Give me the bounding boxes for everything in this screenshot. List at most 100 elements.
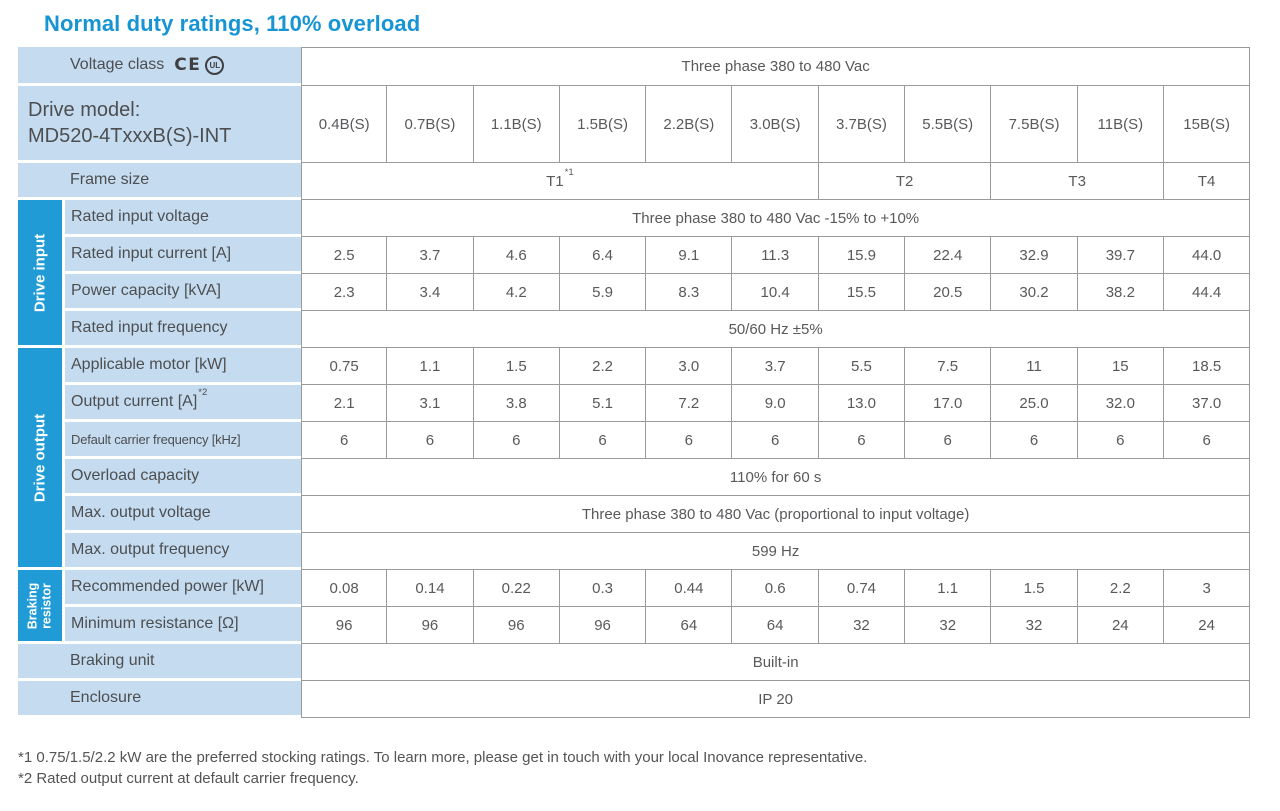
- section-label-braking-resistor: Braking resistor: [18, 570, 65, 644]
- data-cell: 96: [301, 607, 388, 644]
- data-cell: 2.1: [301, 385, 388, 422]
- data-cell: 2.3: [301, 274, 388, 311]
- data-cell: 6: [473, 422, 560, 459]
- data-cell: 32.0: [1077, 385, 1164, 422]
- data-cell: 44.0: [1163, 237, 1251, 274]
- data-cell: 0.4B(S): [301, 86, 388, 163]
- data-cell: 6: [559, 422, 647, 459]
- row-label-power-capacity-kva: Power capacity [kVA]: [65, 274, 301, 311]
- row-label-rated-input-frequency: Rated input frequency: [65, 311, 301, 348]
- data-cell: 6: [1163, 422, 1251, 459]
- data-cell: 1.5B(S): [559, 86, 647, 163]
- data-cell: 0.14: [387, 570, 474, 607]
- spec-table: Voltage class CE UL Three phase 380 to 480 …: [18, 47, 1280, 718]
- data-cell: 38.2: [1077, 274, 1164, 311]
- data-cell: 1.5: [991, 570, 1078, 607]
- row-label-max-output-voltage: Max. output voltage: [65, 496, 301, 533]
- data-cell: 6: [991, 422, 1078, 459]
- data-span-cell: 50/60 Hz ±5%: [301, 311, 1251, 348]
- data-cell: 13.0: [818, 385, 906, 422]
- data-cell: 4.2: [473, 274, 560, 311]
- ul-mark-icon: UL: [205, 55, 225, 75]
- data-cell: 0.75: [301, 348, 388, 385]
- data-cell: 3.0B(S): [732, 86, 819, 163]
- data-cell: 39.7: [1077, 237, 1164, 274]
- data-cell: 3.7B(S): [818, 86, 906, 163]
- frame-size-cell: T1*1: [301, 163, 819, 200]
- data-cell: 15.5: [818, 274, 906, 311]
- row-label-enclosure: Enclosure: [18, 681, 301, 718]
- row-label-minimum-resistance: Minimum resistance [Ω]: [65, 607, 301, 644]
- footnotes: *1 0.75/1.5/2.2 kW are the preferred sto…: [18, 747, 1280, 789]
- data-cell: 22.4: [905, 237, 992, 274]
- data-span-cell: 110% for 60 s: [301, 459, 1251, 496]
- row-label-applicable-motor-kw: Applicable motor [kW]: [65, 348, 301, 385]
- row-label-default-carrier-frequency-khz: Default carrier frequency [kHz]: [65, 422, 301, 459]
- data-cell: 1.1B(S): [473, 86, 560, 163]
- data-cell: 32.9: [991, 237, 1078, 274]
- data-cell: 3.7: [732, 348, 819, 385]
- data-cell: 96: [387, 607, 474, 644]
- data-cell: 32: [818, 607, 906, 644]
- data-cell: 3.7: [387, 237, 474, 274]
- data-cell: 6: [646, 422, 733, 459]
- ce-mark-icon: CE: [174, 55, 202, 75]
- data-span-cell: IP 20: [301, 681, 1251, 718]
- data-cell: 3.8: [473, 385, 560, 422]
- data-cell: 5.5: [818, 348, 906, 385]
- data-cell: 3.0: [646, 348, 733, 385]
- data-cell: 25.0: [991, 385, 1078, 422]
- data-cell: 96: [559, 607, 647, 644]
- data-cell: 32: [991, 607, 1078, 644]
- data-cell: 64: [732, 607, 819, 644]
- data-cell: 15.9: [818, 237, 906, 274]
- data-cell: 3.4: [387, 274, 474, 311]
- frame-size-cell: T2: [818, 163, 992, 200]
- data-cell: 17.0: [905, 385, 992, 422]
- row-label-overload-capacity: Overload capacity: [65, 459, 301, 496]
- data-cell: 11: [991, 348, 1078, 385]
- data-span-cell: Three phase 380 to 480 Vac: [301, 47, 1251, 86]
- data-cell: 32: [905, 607, 992, 644]
- data-cell: 96: [473, 607, 560, 644]
- data-cell: 1.1: [387, 348, 474, 385]
- row-label-max-output-frequency: Max. output frequency: [65, 533, 301, 570]
- data-cell: 5.5B(S): [905, 86, 992, 163]
- data-cell: 0.7B(S): [387, 86, 474, 163]
- data-cell: 7.5B(S): [991, 86, 1078, 163]
- data-cell: 0.08: [301, 570, 388, 607]
- data-cell: 9.0: [732, 385, 819, 422]
- data-cell: 6: [301, 422, 388, 459]
- data-cell: 7.5: [905, 348, 992, 385]
- row-label-rated-input-current-a: Rated input current [A]: [65, 237, 301, 274]
- data-cell: 3: [1163, 570, 1251, 607]
- data-cell: 4.6: [473, 237, 560, 274]
- row-label-rated-input-voltage: Rated input voltage: [65, 200, 301, 237]
- data-cell: 7.2: [646, 385, 733, 422]
- data-cell: 0.44: [646, 570, 733, 607]
- data-cell: 37.0: [1163, 385, 1251, 422]
- data-cell: 2.2: [559, 348, 647, 385]
- data-cell: 2.2B(S): [646, 86, 733, 163]
- data-cell: 6: [818, 422, 906, 459]
- data-cell: 24: [1077, 607, 1164, 644]
- row-label-output-current-a: Output current [A]*2: [65, 385, 301, 422]
- row-label-voltage-class: Voltage class CE UL: [18, 47, 301, 86]
- data-cell: 1.1: [905, 570, 992, 607]
- data-cell: 18.5: [1163, 348, 1251, 385]
- data-cell: 30.2: [991, 274, 1078, 311]
- data-cell: 1.5: [473, 348, 560, 385]
- section-label-drive-output: Drive output: [18, 348, 65, 570]
- data-cell: 8.3: [646, 274, 733, 311]
- data-span-cell: Three phase 380 to 480 Vac -15% to +10%: [301, 200, 1251, 237]
- data-cell: 64: [646, 607, 733, 644]
- row-label-braking-unit: Braking unit: [18, 644, 301, 681]
- row-label-frame-size: Frame size: [18, 163, 301, 200]
- footnote-2: *2 Rated output current at default carri…: [18, 770, 359, 787]
- data-span-cell: Built-in: [301, 644, 1251, 681]
- data-cell: 0.22: [473, 570, 560, 607]
- data-cell: 6: [905, 422, 992, 459]
- data-cell: 6: [1077, 422, 1164, 459]
- data-cell: 44.4: [1163, 274, 1251, 311]
- data-cell: 5.1: [559, 385, 647, 422]
